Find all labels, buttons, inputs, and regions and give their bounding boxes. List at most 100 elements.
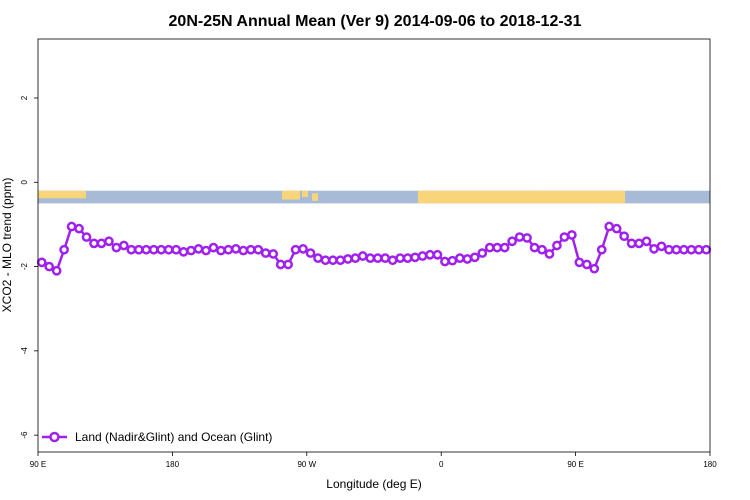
data-point [619,231,629,242]
data-point [216,245,226,256]
y-tick-label-1: 0 [20,180,29,185]
y-tick-label-0: 2 [20,95,29,100]
x-tick-label-3: 0 [439,460,444,469]
data-point [156,244,167,255]
data-point [589,263,600,274]
data-point [477,248,488,258]
data-point [455,253,465,263]
data-point [559,232,570,242]
data-point [641,236,652,247]
data-point [686,244,697,255]
data-point [425,249,435,260]
data-point [275,259,286,270]
data-point [171,244,181,255]
data-point [335,255,346,266]
x-tick-label-2: 90 W [297,460,316,469]
data-point [604,221,615,232]
band-land-5 [450,190,625,204]
series-layer [36,221,712,276]
data-point [581,259,592,270]
data-point [596,244,607,255]
data-point [343,254,353,264]
data-point [44,261,55,272]
data-point [208,242,219,253]
data-point [163,244,174,255]
data-point [320,255,331,266]
y-axis: 2 0 -2 -4 -6 [20,95,38,439]
data-point [365,253,376,263]
data-point [313,253,323,263]
x-tick-label-0: 90 E [30,460,46,469]
data-point [679,244,689,255]
data-point [104,236,114,247]
data-point [74,223,84,234]
plot-frame [37,38,711,453]
data-point [260,248,271,258]
x-axis: 90 E 180 90 W 0 90 E 180 [30,452,717,469]
x-axis-label: Longitude (deg E) [326,477,421,491]
x-tick-label-4: 90 E [567,460,583,469]
data-point [410,252,420,263]
data-point [59,244,69,255]
data-point [141,244,152,255]
data-point [611,223,622,234]
data-point [514,232,525,242]
data-point [634,238,644,249]
map-band [38,190,710,204]
data-point [522,233,532,243]
data-point [499,242,510,253]
data-point [417,251,428,261]
band-land-0 [38,190,86,199]
y-tick-label-3: -4 [20,347,29,355]
data-point [223,244,234,255]
data-point [574,257,585,268]
data-point [268,249,279,259]
data-point [305,248,316,258]
data-point [529,242,540,253]
data-point [283,259,293,270]
data-point [544,249,555,259]
y-tick-label-2: -2 [20,262,29,270]
data-point [81,232,92,242]
data-point [469,252,480,263]
data-point [462,254,473,264]
data-point [626,238,637,249]
data-point [186,245,196,256]
data-point [290,244,301,255]
data-point [178,246,189,257]
data-point [664,244,674,255]
data-point [656,241,667,252]
data-point [238,245,249,256]
data-point [440,256,450,267]
data-point [357,251,368,261]
data-point [119,240,129,251]
data-point [567,230,577,240]
data-point [193,244,204,254]
data-point [89,238,99,249]
data-point [671,244,682,255]
data-point [372,253,383,263]
data-point [507,236,517,247]
data-point [298,244,308,254]
data-point [537,244,547,255]
band-land-3 [312,193,318,201]
chart-title: 20N-25N Annual Mean (Ver 9) 2014-09-06 t… [169,13,582,30]
data-point [447,255,458,266]
data-point [492,242,503,253]
data-point [201,245,211,256]
data-point [245,244,256,255]
data-point [231,244,241,254]
data-point [380,253,391,263]
data-point [701,244,712,255]
band-land-1 [282,190,300,200]
band-land-2 [302,190,308,198]
x-tick-label-5: 180 [703,460,717,469]
legend-marker [49,431,60,443]
legend: Land (Nadir&Glint) and Ocean (Glint) [42,430,272,444]
data-point [111,242,122,253]
y-axis-label: XCO2 - MLO trend (ppm) [0,178,14,313]
data-point [96,238,107,249]
data-point [126,244,137,255]
data-point [36,257,47,268]
